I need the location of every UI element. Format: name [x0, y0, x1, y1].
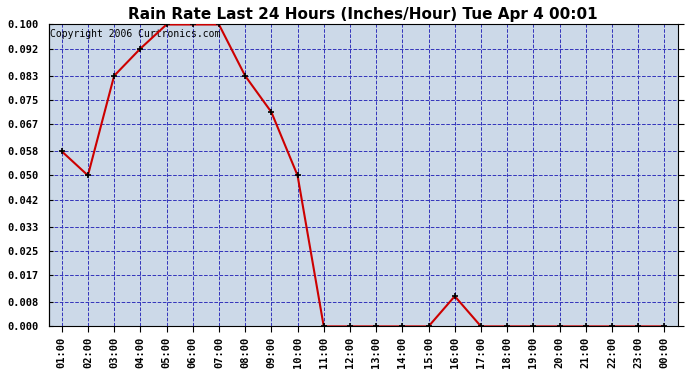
Title: Rain Rate Last 24 Hours (Inches/Hour) Tue Apr 4 00:01: Rain Rate Last 24 Hours (Inches/Hour) Tu… — [128, 7, 598, 22]
Text: Copyright 2006 Curtronics.com: Copyright 2006 Curtronics.com — [50, 29, 220, 39]
